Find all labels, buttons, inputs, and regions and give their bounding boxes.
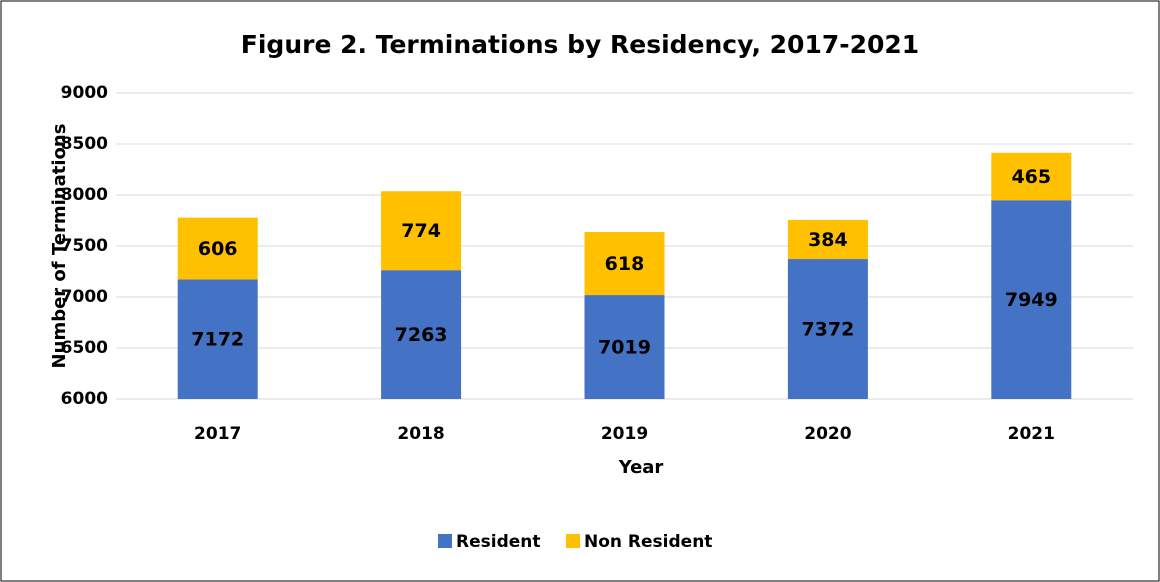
legend-label: Non Resident bbox=[584, 532, 712, 552]
data-label: 7172 bbox=[191, 329, 244, 351]
y-tick-label: 6500 bbox=[61, 338, 108, 358]
bar-segment bbox=[787, 259, 868, 399]
data-label: 7019 bbox=[598, 337, 651, 359]
x-tick-label: 2020 bbox=[804, 424, 851, 444]
bar-segment bbox=[584, 232, 665, 296]
x-tick-label: 2019 bbox=[601, 424, 648, 444]
y-axis-label: Number of Terminations bbox=[49, 124, 70, 369]
x-tick-label: 2021 bbox=[1008, 424, 1055, 444]
bar-segment bbox=[177, 279, 258, 399]
x-tick-label: 2018 bbox=[397, 424, 444, 444]
data-label: 774 bbox=[401, 220, 441, 242]
x-tick-label: 2017 bbox=[194, 424, 241, 444]
data-label: 7949 bbox=[1005, 289, 1058, 311]
y-tick-label: 7500 bbox=[61, 236, 108, 256]
y-tick-label: 9000 bbox=[61, 83, 108, 103]
y-tick-label: 7000 bbox=[61, 287, 108, 307]
legend-label: Resident bbox=[456, 532, 541, 552]
data-label: 618 bbox=[605, 253, 645, 275]
bar-segment bbox=[177, 217, 258, 280]
bar-segment bbox=[991, 200, 1072, 399]
bar-segment bbox=[584, 295, 665, 399]
chart-title: Figure 2. Terminations by Residency, 201… bbox=[241, 30, 919, 59]
data-label: 465 bbox=[1011, 166, 1051, 188]
bar-segment bbox=[381, 270, 462, 399]
legend-swatch bbox=[438, 534, 452, 548]
bar-segment bbox=[991, 152, 1072, 201]
data-label: 7372 bbox=[801, 319, 854, 341]
data-label: 606 bbox=[198, 238, 238, 260]
x-axis-label: Year bbox=[618, 457, 664, 478]
legend-swatch bbox=[566, 534, 580, 548]
data-label: 384 bbox=[808, 229, 848, 251]
y-tick-label: 8000 bbox=[61, 185, 108, 205]
bar-segment bbox=[787, 219, 868, 260]
y-tick-label: 8500 bbox=[61, 134, 108, 154]
y-tick-label: 6000 bbox=[61, 389, 108, 409]
data-label: 7263 bbox=[395, 324, 448, 346]
bar-segment bbox=[381, 191, 462, 271]
